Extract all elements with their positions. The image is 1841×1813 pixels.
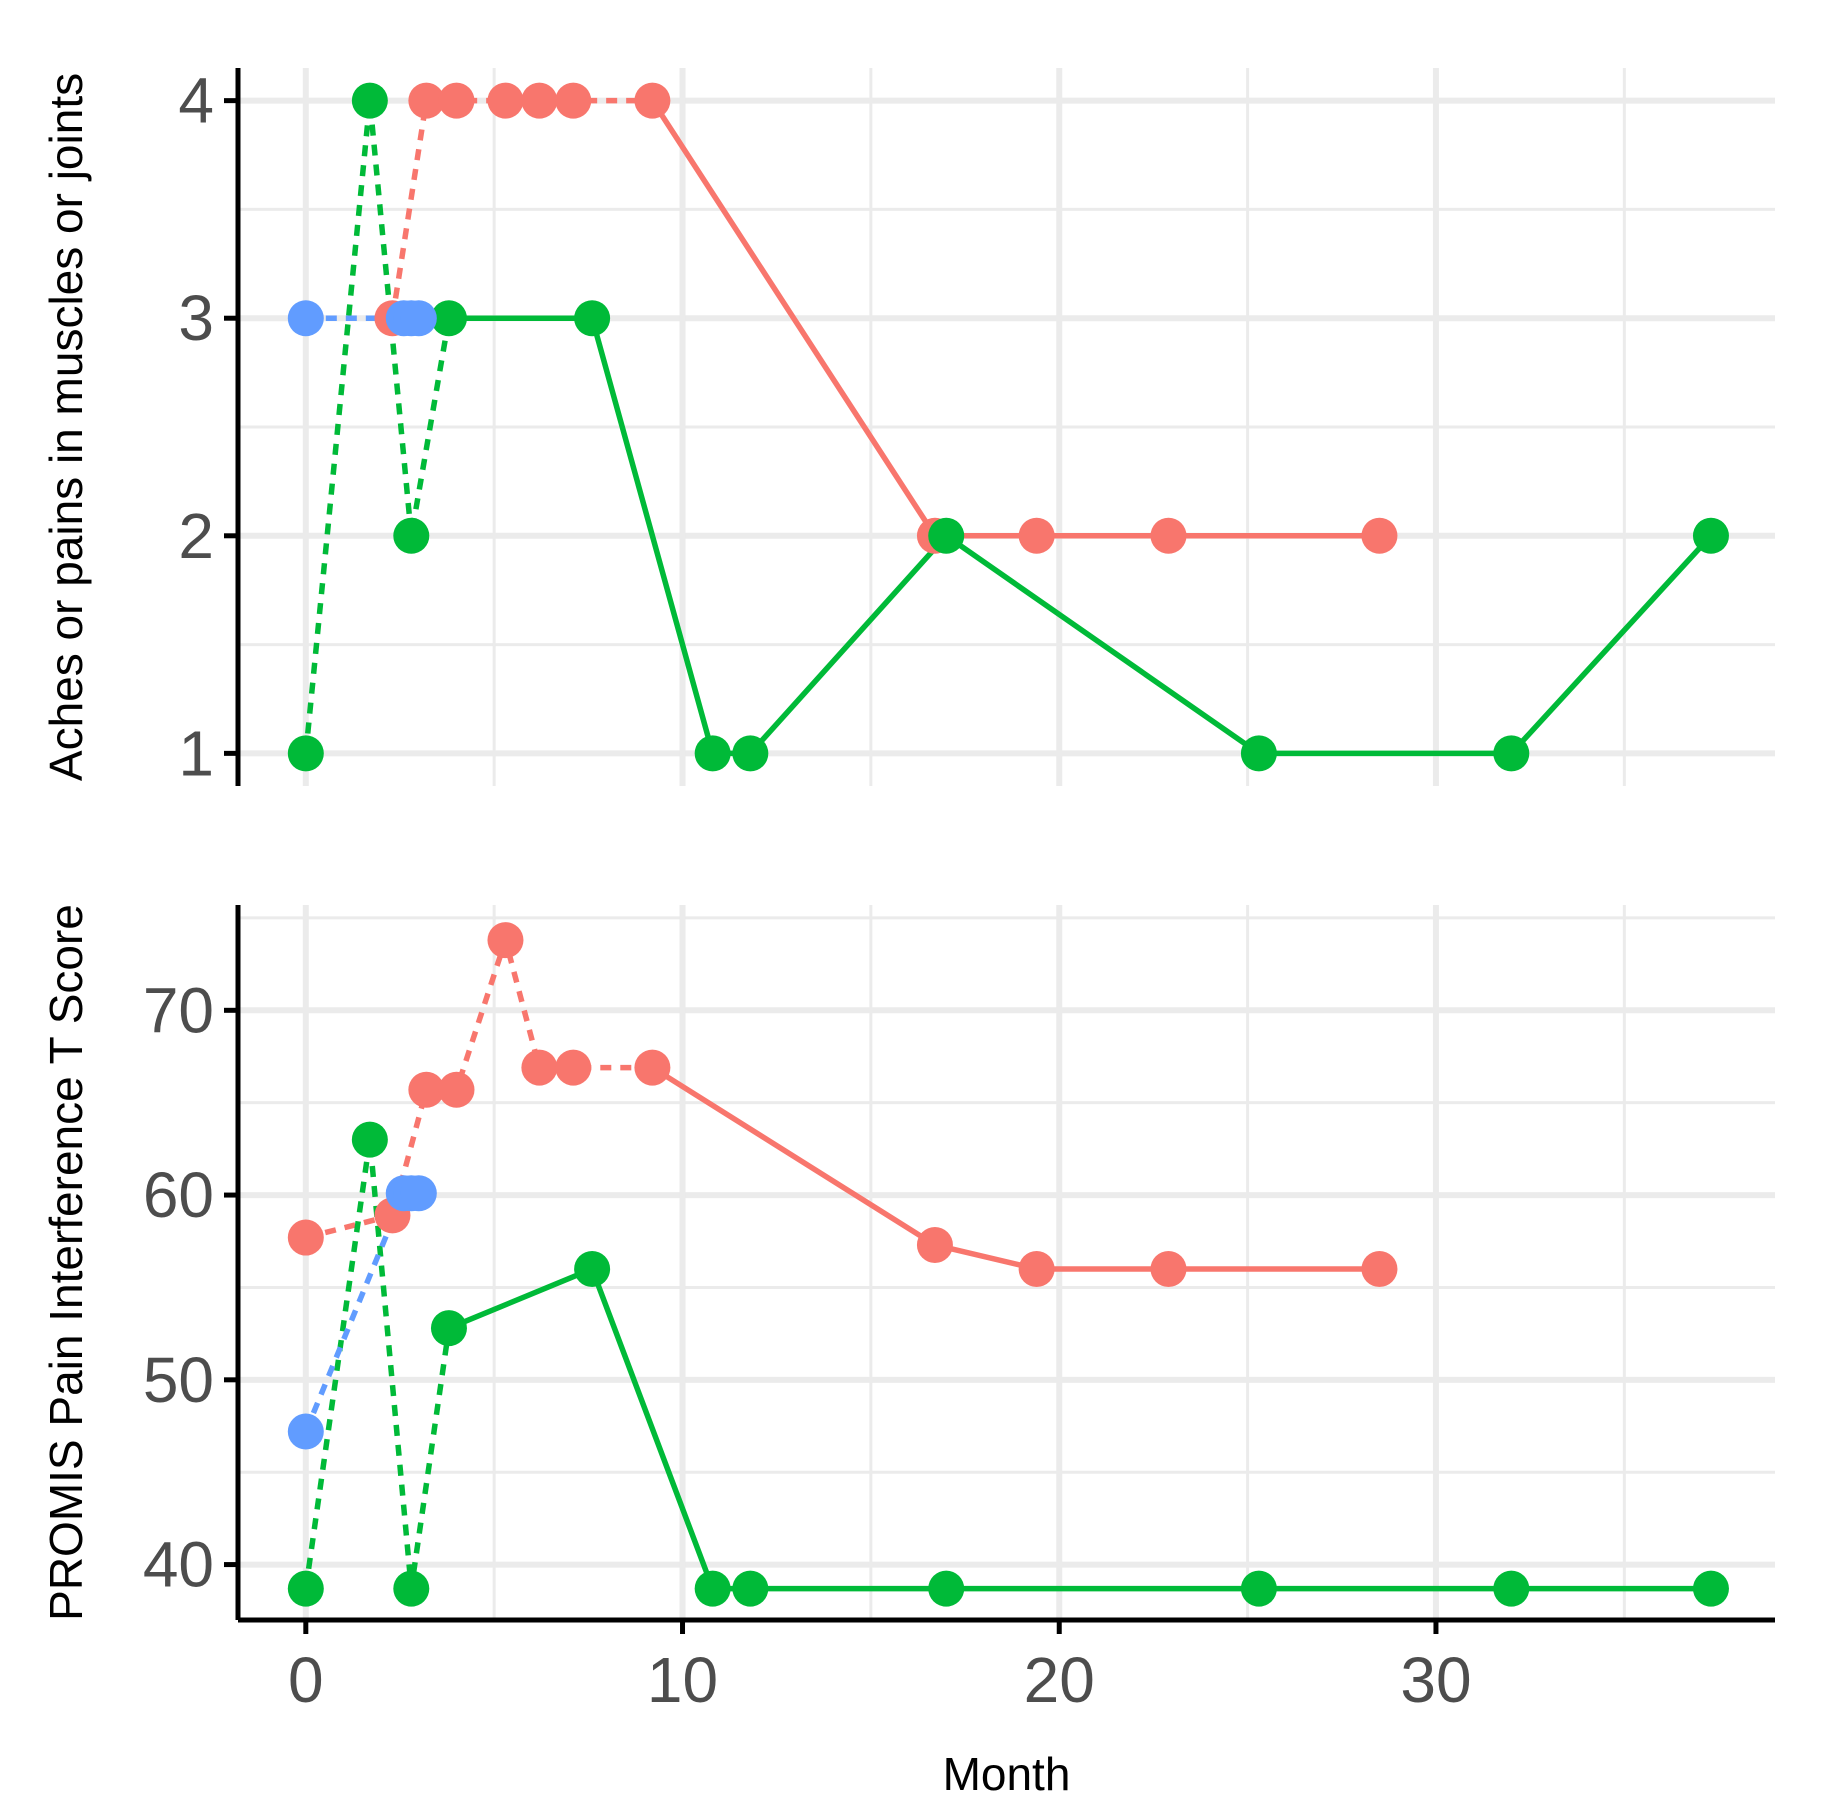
data-point-green [1240, 735, 1277, 772]
data-point-red [1150, 517, 1187, 554]
data-point-red [521, 1049, 558, 1086]
data-point-red [1361, 1250, 1398, 1287]
data-point-blue [287, 300, 324, 337]
series-line-green-dashed [303, 1136, 452, 1592]
data-point-red [555, 1049, 592, 1086]
data-point-blue [400, 1175, 437, 1212]
data-point-green [928, 517, 965, 554]
y-tick-label: 40 [143, 1529, 214, 1601]
y-tick-label: 1 [178, 717, 214, 789]
data-point-green [1493, 1570, 1530, 1607]
data-point-red [408, 1071, 445, 1108]
data-point-red [1361, 517, 1398, 554]
data-point-red [438, 82, 475, 119]
x-tick-label: 0 [288, 1644, 324, 1716]
y-tick-label: 3 [178, 282, 214, 354]
data-point-red [487, 82, 524, 119]
panel-top: 1 2 3 4 [178, 65, 1775, 789]
y-axis-title-bottom: PROMIS Pain Interference T Score [40, 904, 92, 1621]
data-point-green [694, 1570, 731, 1607]
data-point-red [634, 82, 671, 119]
data-point-blue [287, 1413, 324, 1450]
data-point-red [487, 922, 524, 959]
x-tick-label: 20 [1024, 1644, 1095, 1716]
series-line-green-solid [447, 1266, 1711, 1592]
data-point-red [521, 82, 558, 119]
x-axis-title: Month [943, 1748, 1071, 1800]
panel-bottom: 40 50 60 70 [143, 905, 1775, 1620]
data-point-red [1018, 1250, 1055, 1287]
y-tick-label: 4 [178, 65, 214, 137]
data-point-green [287, 1570, 324, 1607]
data-point-green [694, 735, 731, 772]
data-point-red [438, 1071, 475, 1108]
y-tick-label: 70 [143, 974, 214, 1046]
data-point-green [351, 82, 388, 119]
data-point-green [393, 517, 430, 554]
data-point-green [574, 300, 611, 337]
data-point-green [732, 735, 769, 772]
data-point-red [916, 1226, 953, 1263]
data-point-blue [400, 300, 437, 337]
data-point-green [430, 300, 467, 337]
series-line-green-dashed [303, 97, 452, 754]
x-tick-label: 10 [647, 1644, 718, 1716]
data-point-red [634, 1049, 671, 1086]
data-point-green [1240, 1570, 1277, 1607]
data-point-red [1150, 1250, 1187, 1287]
data-point-green [351, 1121, 388, 1158]
data-point-red [1018, 517, 1055, 554]
y-tick-label: 50 [143, 1344, 214, 1416]
x-axis: 0 10 20 30 [238, 1617, 1775, 1716]
y-axis-title-top: Aches or pains in muscles or joints [40, 73, 92, 781]
data-point-green [393, 1570, 430, 1607]
series-line-green-solid [448, 315, 1713, 757]
y-tick-label: 60 [143, 1159, 214, 1231]
data-point-green [287, 735, 324, 772]
data-point-green [732, 1570, 769, 1607]
y-tick-label: 2 [178, 500, 214, 572]
data-point-green [1692, 517, 1729, 554]
series-line-red-solid [650, 1065, 1380, 1272]
data-point-green [1493, 735, 1530, 772]
data-point-red [287, 1219, 324, 1256]
data-point-red [408, 82, 445, 119]
data-point-green [430, 1310, 467, 1347]
data-point-green [928, 1570, 965, 1607]
x-tick-label: 30 [1400, 1644, 1471, 1716]
data-point-green [574, 1250, 611, 1287]
data-point-red [555, 82, 592, 119]
data-point-green [1692, 1570, 1729, 1607]
